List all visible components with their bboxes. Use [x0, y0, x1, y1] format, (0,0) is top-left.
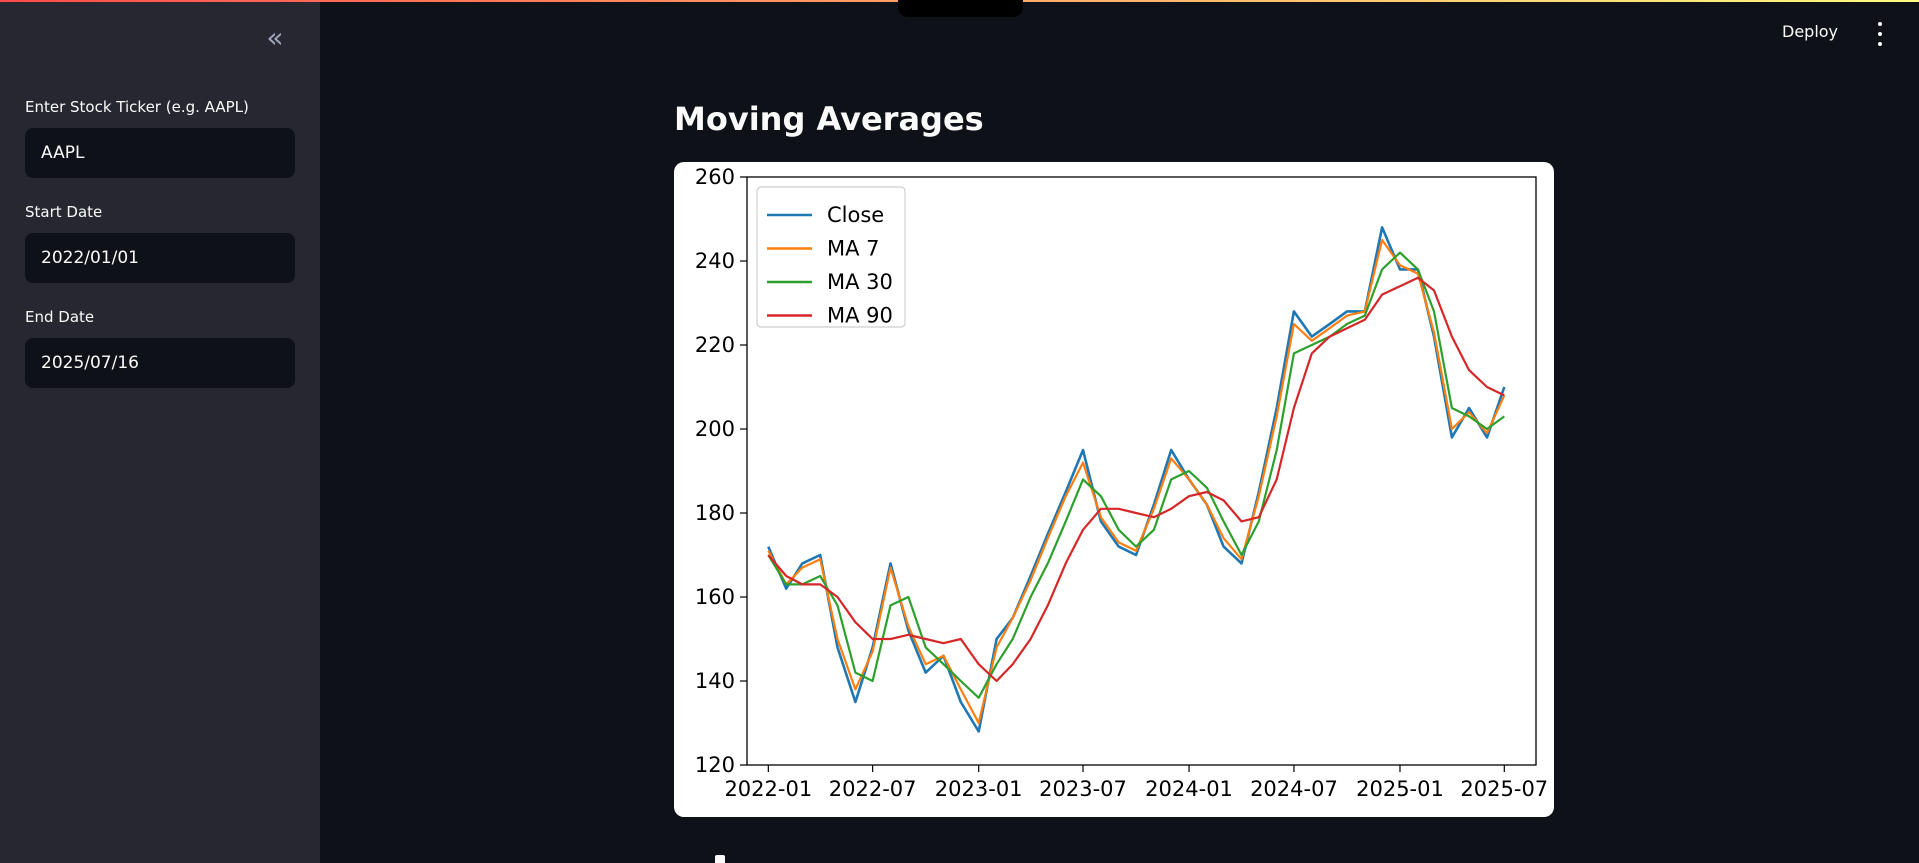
series-line-ma-7	[767, 238, 1506, 725]
series-line-ma-90	[767, 276, 1505, 683]
ticker-input[interactable]	[41, 143, 279, 163]
moving-averages-chart: 120 140 160 180 200 220 240 260 2022-01 2022-07 20…	[695, 165, 1548, 801]
ticker-label: Enter Stock Ticker (e.g. AAPL)	[25, 98, 249, 116]
chart-card: 120 140 160 180 200 220 240 260 2022-01 2022-07 20…	[674, 162, 1554, 817]
y-tick-label: 220	[695, 333, 735, 357]
y-tick-label: 160	[695, 585, 735, 609]
y-tick-label: 240	[695, 249, 735, 273]
y-tick-label: 260	[695, 165, 735, 189]
legend-label: Close	[827, 203, 884, 227]
end-date-label: End Date	[25, 308, 95, 326]
x-tick-label: 2024-07	[1250, 777, 1338, 801]
next-section-heading-fragment	[715, 855, 725, 863]
start-date-input[interactable]	[41, 248, 279, 268]
x-tick-label: 2024-01	[1145, 777, 1233, 801]
start-date-label: Start Date	[25, 203, 103, 221]
camera-notch	[898, 0, 1023, 17]
end-date-input-box[interactable]	[25, 338, 295, 388]
page-title: Moving Averages	[674, 100, 984, 138]
sidebar: « Enter Stock Ticker (e.g. AAPL) Start D…	[0, 0, 320, 863]
x-tick-label: 2025-01	[1356, 777, 1444, 801]
y-tick-label: 200	[695, 417, 735, 441]
chevron-double-left-icon[interactable]: «	[266, 20, 284, 54]
end-date-input[interactable]	[41, 353, 279, 373]
deploy-button[interactable]: Deploy	[1782, 22, 1839, 41]
legend-box	[756, 186, 906, 328]
x-tick-label: 2022-07	[829, 777, 917, 801]
start-date-input-box[interactable]	[25, 233, 295, 283]
x-tick-label: 2023-01	[935, 777, 1023, 801]
y-tick-label: 120	[695, 753, 735, 777]
plot-frame	[746, 176, 1537, 766]
legend-label: MA 30	[827, 270, 893, 294]
legend-label: MA 7	[827, 237, 880, 261]
ticker-input-box[interactable]	[25, 128, 295, 178]
series-line-ma-30	[767, 251, 1505, 699]
x-tick-label: 2022-01	[724, 777, 812, 801]
x-tick-label: 2025-07	[1460, 777, 1548, 801]
y-tick-label: 140	[695, 669, 735, 693]
legend-label: MA 90	[827, 304, 893, 328]
more-menu-icon[interactable]	[1872, 22, 1888, 46]
x-tick-label: 2023-07	[1039, 777, 1127, 801]
series-line-close	[767, 226, 1506, 733]
y-tick-label: 180	[695, 501, 735, 525]
